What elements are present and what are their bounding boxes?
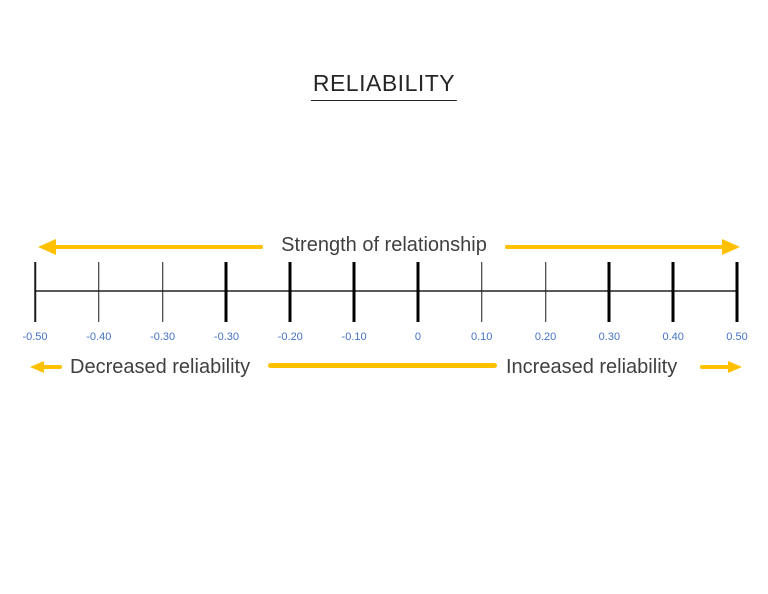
tick-label: 0.40 [662,331,684,343]
tick-mark [352,262,356,322]
tick-label: -0.30 [150,331,176,343]
decreased-arrow [30,361,62,374]
tick-mark [671,262,675,322]
tick-mark [161,262,164,322]
tick-label: 0.10 [471,331,493,343]
decreased-reliability-label: Decreased reliability [70,356,251,378]
arrow-right-icon [722,239,740,255]
arrow-right-icon [728,361,742,373]
tick-mark [544,262,547,322]
tick-label: -0.50 [22,331,48,343]
increased-reliability-label: Increased reliability [506,356,678,378]
arrow-left-icon [30,361,44,373]
tick-label: -0.10 [341,331,367,343]
tick-label: -0.20 [277,331,303,343]
strength-arrow-right [505,239,740,255]
tick-mark [480,262,483,322]
tick-label: 0.50 [726,331,748,343]
arrow-left-icon [38,239,56,255]
tick-label: -0.40 [86,331,112,343]
tick-mark [224,262,228,322]
tick-label: 0 [414,331,421,343]
tick-mark [416,262,420,322]
tick-label: 0.30 [598,331,621,343]
tick-mark [288,262,292,322]
increased-arrow [700,361,742,374]
tick-mark [34,262,36,322]
tick-label: -0.30 [213,331,239,343]
axis-line [35,290,737,292]
number-line: -0.50 -0.40 -0.30 -0.30 -0.20 -0.10 0 0.10 0.20 0… [22,262,748,343]
strength-arrow-left [38,239,263,255]
tick-mark [98,262,100,322]
tick-label: 0.20 [534,331,557,343]
divider-line [268,363,497,368]
tick-mark [607,262,611,322]
tick-mark [735,262,739,322]
page-title: RELIABILITY [310,70,458,101]
strength-of-relationship-label: Strength of relationship [281,234,487,256]
